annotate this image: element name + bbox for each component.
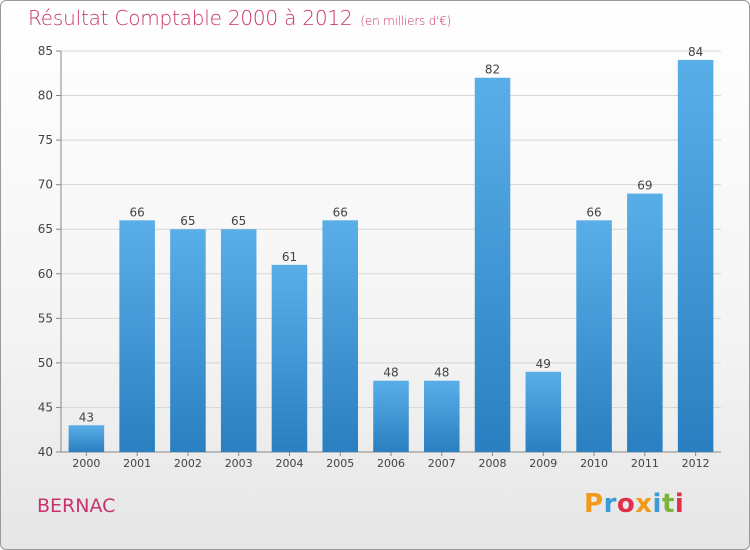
data-label-2008: 82 [485, 63, 500, 77]
bar-2008 [474, 77, 511, 452]
logo-letter: i [652, 489, 662, 519]
data-label-2004: 61 [282, 250, 297, 264]
bar-2009 [525, 371, 562, 452]
bar-2000 [68, 425, 105, 452]
y-tick-label-50: 50 [38, 356, 53, 370]
bar-2001 [119, 220, 155, 452]
bar-2005 [322, 220, 358, 452]
labels: 43 2000 66 2001 65 2002 65 2003 61 2004 66 2005 48 20… [72, 45, 709, 470]
y-tick-label-75: 75 [38, 133, 53, 147]
bar-2006 [373, 380, 409, 452]
data-label-2003: 65 [231, 214, 246, 228]
bar-2003 [220, 229, 257, 452]
logo-letter: x [635, 489, 653, 519]
chart-subtitle: (en milliers d'€) [360, 14, 452, 28]
logo-letter: i [674, 489, 685, 519]
x-tick-label-2005: 2005 [326, 457, 354, 470]
bar-2007 [424, 380, 460, 452]
logo-letter: o [616, 489, 636, 519]
y-tick-label-60: 60 [38, 267, 53, 281]
data-label-2002: 65 [180, 214, 195, 228]
x-tick-label-2008: 2008 [479, 457, 507, 470]
x-tick-label-2004: 2004 [275, 457, 303, 470]
bar-2011 [627, 193, 663, 453]
x-tick-label-2007: 2007 [428, 457, 456, 470]
x-tick-label-2011: 2011 [631, 457, 659, 470]
bar-2010 [576, 220, 612, 452]
data-label-2012: 84 [688, 45, 703, 59]
logo-letter: P [584, 489, 604, 519]
y-tick-label-80: 80 [38, 89, 53, 103]
chart-title: Résultat Comptable 2000 à 2012 (en millie… [28, 6, 451, 30]
data-label-2006: 48 [383, 366, 398, 380]
commune-name: BERNAC [37, 495, 116, 517]
data-label-2010: 66 [586, 205, 601, 219]
bars [68, 59, 714, 453]
bar-2004 [271, 264, 308, 452]
x-tick-label-2000: 2000 [72, 457, 100, 470]
x-tick-label-2001: 2001 [123, 457, 151, 470]
x-tick-label-2012: 2012 [682, 457, 710, 470]
data-label-2009: 49 [536, 357, 551, 371]
logo-letter: r [603, 489, 617, 519]
data-label-2000: 43 [79, 410, 94, 424]
x-tick-label-2003: 2003 [225, 457, 253, 470]
data-label-2001: 66 [130, 205, 145, 219]
y-tick-label-55: 55 [38, 311, 53, 325]
y-tick-label-85: 85 [38, 44, 53, 58]
y-tick-label-70: 70 [38, 178, 53, 192]
x-tick-label-2010: 2010 [580, 457, 608, 470]
y-tick-label-65: 65 [38, 222, 53, 236]
x-tick-label-2009: 2009 [529, 457, 557, 470]
logo-letter: t [661, 489, 675, 519]
x-tick-label-2006: 2006 [377, 457, 405, 470]
data-label-2005: 66 [333, 205, 348, 219]
y-tick-label-45: 45 [38, 400, 53, 414]
bar-2012 [677, 59, 714, 453]
y-tick-label-40: 40 [38, 445, 53, 459]
x-tick-label-2002: 2002 [174, 457, 202, 470]
data-label-2007: 48 [434, 366, 449, 380]
proxiti-logo: Proxiti [584, 489, 684, 519]
chart-title-text: Résultat Comptable 2000 à 2012 [28, 6, 353, 30]
bar-2002 [170, 229, 206, 452]
data-label-2011: 69 [637, 179, 652, 193]
